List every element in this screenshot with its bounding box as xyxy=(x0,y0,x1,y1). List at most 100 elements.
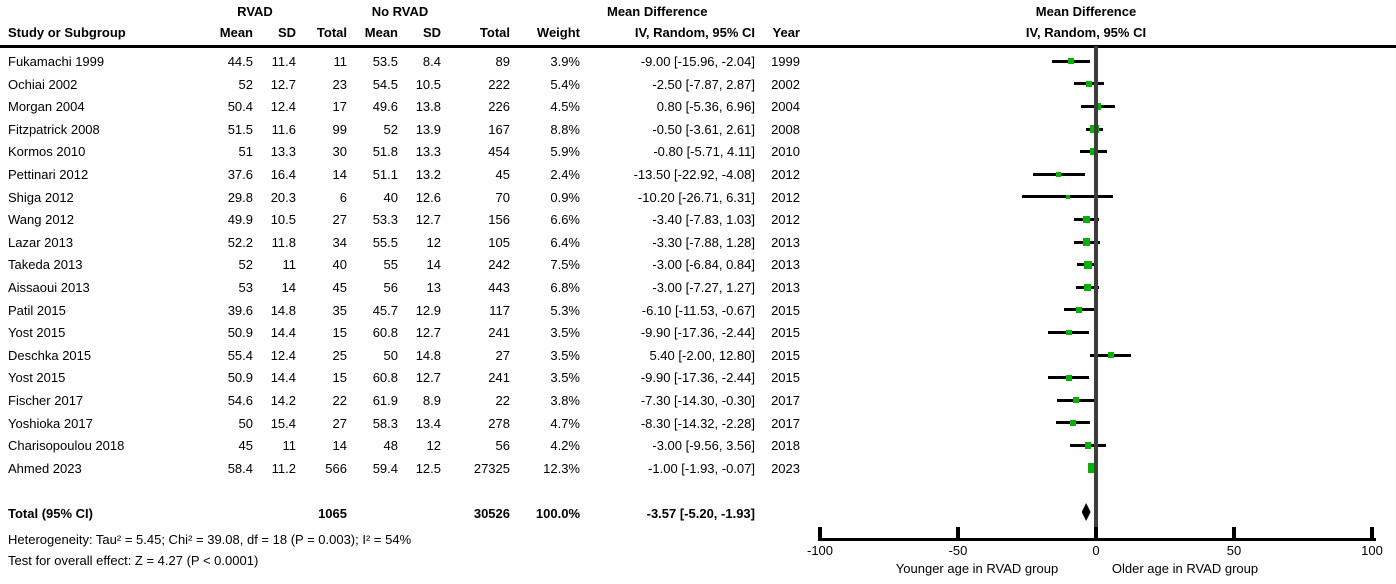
norvad-sd: 13.2 xyxy=(415,167,441,182)
norvad-mean: 51.1 xyxy=(372,167,398,182)
year-value: 2013 xyxy=(771,234,800,250)
ci-text: -3.30 [-7.88, 1.28] xyxy=(652,234,755,250)
year-value: 2012 xyxy=(771,167,800,182)
total-norvad-n: 30526 xyxy=(473,506,510,521)
weight-value: 3.5% xyxy=(550,325,580,341)
overall-effect-row: Test for overall effect: Z = 4.27 (P < 0… xyxy=(0,549,1396,572)
ci-text: -13.50 [-22.92, -4.08] xyxy=(633,167,755,182)
study-row: Lazar 2013 52.2 11.8 34 55.5 12 105 6.4%… xyxy=(0,231,1396,254)
column-header-sd-rvad: SD xyxy=(277,25,296,40)
point-estimate-square xyxy=(1095,103,1102,110)
rvad-total: 15 xyxy=(332,370,347,386)
point-estimate-square xyxy=(1072,397,1079,404)
point-estimate-square xyxy=(1090,148,1098,156)
norvad-total: 56 xyxy=(495,438,510,454)
rvad-sd: 11 xyxy=(282,438,297,454)
heterogeneity-row: Heterogeneity: Tau² = 5.45; Chi² = 39.08… xyxy=(0,528,1396,551)
year-value: 2013 xyxy=(771,280,800,295)
norvad-sd: 10.5 xyxy=(415,76,441,92)
norvad-mean: 49.6 xyxy=(372,99,398,115)
column-header-mean-norvad: Mean xyxy=(364,25,398,40)
header-divider-line xyxy=(0,45,1396,48)
rvad-mean: 50.9 xyxy=(227,325,253,341)
weight-value: 6.8% xyxy=(550,280,580,295)
rvad-sd: 10.5 xyxy=(270,212,296,228)
weight-value: 3.9% xyxy=(550,54,580,69)
ci-text: -9.00 [-15.96, -2.04] xyxy=(640,54,755,69)
rvad-sd: 11.8 xyxy=(271,234,296,250)
norvad-mean: 60.8 xyxy=(372,370,398,386)
rvad-mean: 51 xyxy=(238,144,253,160)
norvad-total: 443 xyxy=(488,280,510,295)
norvad-total: 117 xyxy=(489,302,510,318)
norvad-total: 156 xyxy=(488,212,510,228)
year-value: 2012 xyxy=(771,189,800,205)
norvad-mean: 52 xyxy=(383,121,398,137)
rvad-sd: 20.3 xyxy=(270,189,296,205)
rvad-total: 17 xyxy=(332,99,347,115)
study-row: Shiga 2012 29.8 20.3 6 40 12.6 70 0.9% -… xyxy=(0,186,1396,209)
x-axis-tick xyxy=(818,527,822,541)
norvad-sd: 8.4 xyxy=(422,54,441,69)
norvad-sd: 13.4 xyxy=(415,415,441,431)
study-row: Wang 2012 49.9 10.5 27 53.3 12.7 156 6.6… xyxy=(0,208,1396,231)
study-row: Aissaoui 2013 53 14 45 56 13 443 6.8% -3… xyxy=(0,276,1396,299)
study-name: Kormos 2010 xyxy=(8,144,86,160)
study-name: Aissaoui 2013 xyxy=(8,280,90,295)
study-row: Fitzpatrick 2008 51.5 11.6 99 52 13.9 16… xyxy=(0,118,1396,141)
study-name: Yost 2015 xyxy=(8,325,66,341)
column-header-mean-rvad: Mean xyxy=(219,25,253,40)
rvad-sd: 12.4 xyxy=(270,99,296,115)
rvad-mean: 50.9 xyxy=(227,370,253,386)
weight-value: 2.4% xyxy=(550,167,580,182)
norvad-total: 167 xyxy=(488,121,510,137)
study-name: Charisopoulou 2018 xyxy=(8,438,125,454)
x-axis-tick-label: -50 xyxy=(948,543,968,558)
rvad-total: 27 xyxy=(332,415,347,431)
norvad-sd: 12.9 xyxy=(415,302,441,318)
year-value: 2015 xyxy=(771,370,800,386)
year-value: 2015 xyxy=(771,325,800,341)
rvad-total: 14 xyxy=(332,167,347,182)
weight-value: 4.2% xyxy=(550,438,580,454)
rvad-total: 6 xyxy=(339,189,347,205)
plot-header-line1: Mean Difference xyxy=(1035,4,1137,19)
ci-text: -3.00 [-7.27, 1.27] xyxy=(652,280,755,295)
column-header-year: Year xyxy=(772,25,800,40)
norvad-sd: 8.9 xyxy=(422,393,441,408)
norvad-mean: 55.5 xyxy=(372,234,398,250)
point-estimate-square xyxy=(1065,194,1071,200)
overall-effect-diamond xyxy=(1081,503,1091,521)
norvad-mean: 48 xyxy=(383,438,398,454)
rvad-sd: 11.2 xyxy=(271,460,296,476)
weight-value: 5.3% xyxy=(550,302,580,318)
rvad-total: 34 xyxy=(332,234,347,250)
point-estimate-square xyxy=(1085,80,1093,88)
ci-text: -8.30 [-14.32, -2.28] xyxy=(640,415,755,431)
rvad-total: 25 xyxy=(332,347,347,363)
rvad-mean: 49.9 xyxy=(227,212,253,228)
study-row: Takeda 2013 52 11 40 55 14 242 7.5% -3.0… xyxy=(0,253,1396,276)
study-row: Ahmed 2023 58.4 11.2 566 59.4 12.5 27325… xyxy=(0,457,1396,480)
weight-value: 12.3% xyxy=(543,460,580,476)
norvad-sd: 12.7 xyxy=(415,212,441,228)
study-name: Lazar 2013 xyxy=(8,234,74,250)
norvad-mean: 50 xyxy=(383,347,398,363)
axis-caption-right: Older age in RVAD group xyxy=(1111,561,1259,576)
ci-text: -0.50 [-3.61, 2.61] xyxy=(652,121,755,137)
study-name: Morgan 2004 xyxy=(8,99,85,115)
rvad-total: 99 xyxy=(332,121,347,137)
column-header-weight: Weight xyxy=(536,25,580,40)
study-name: Takeda 2013 xyxy=(8,257,83,273)
rvad-mean: 58.4 xyxy=(227,460,253,476)
study-name: Patil 2015 xyxy=(8,302,66,318)
rvad-sd: 14.4 xyxy=(270,370,296,386)
study-name: Shiga 2012 xyxy=(8,189,74,205)
norvad-total: 45 xyxy=(495,167,510,182)
x-axis-tick-label: -100 xyxy=(806,543,834,558)
rvad-mean: 29.8 xyxy=(227,189,253,205)
weight-value: 5.4% xyxy=(550,76,580,92)
study-name: Yoshioka 2017 xyxy=(8,415,93,431)
year-value: 2012 xyxy=(771,212,800,228)
rvad-sd: 16.4 xyxy=(270,167,296,182)
